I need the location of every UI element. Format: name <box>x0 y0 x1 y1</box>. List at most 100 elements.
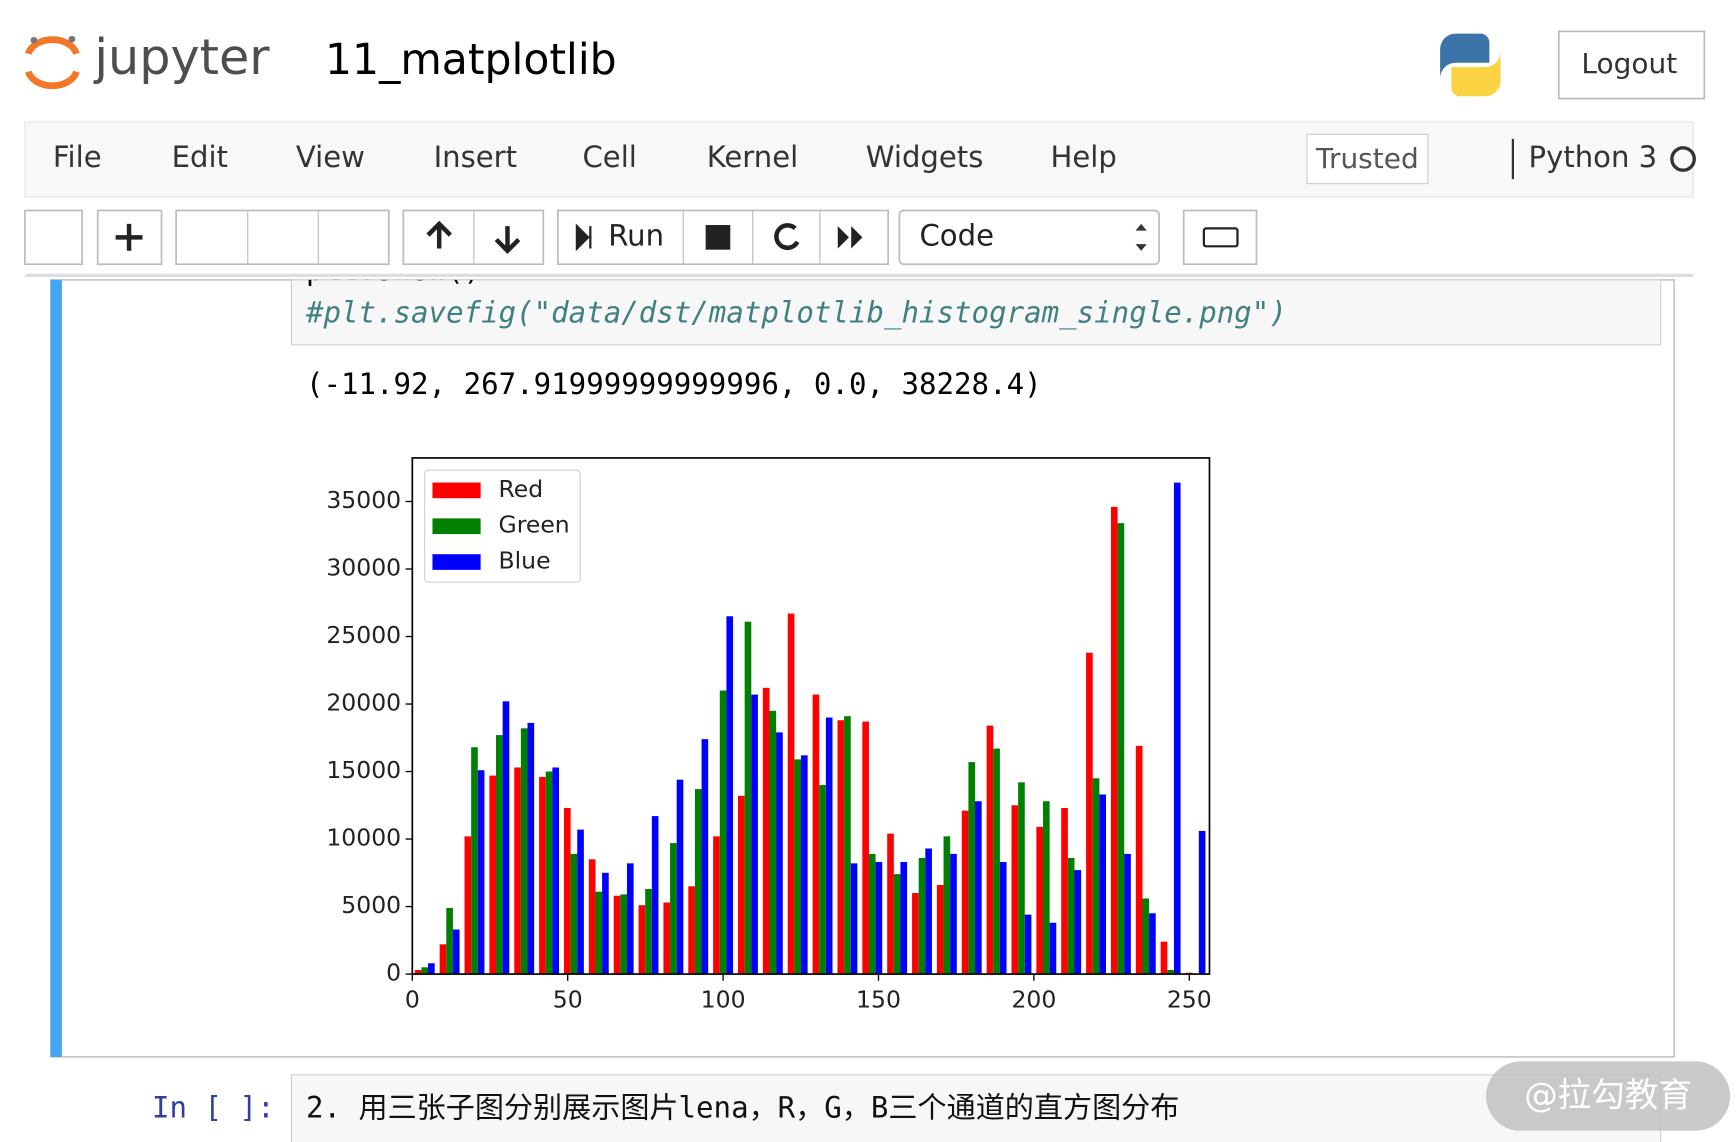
menu: File Edit View Insert Cell Kernel Widgets Help <box>53 140 1117 174</box>
bar <box>414 970 422 975</box>
menu-item[interactable]: Widgets <box>866 140 984 174</box>
bar <box>602 872 609 975</box>
bar <box>868 853 876 975</box>
bar <box>552 767 560 975</box>
logout-button[interactable] <box>1557 30 1706 100</box>
bar <box>719 690 727 975</box>
menu-item[interactable]: View <box>296 140 365 174</box>
save-button[interactable] <box>24 209 83 266</box>
trusted-box[interactable] <box>1306 133 1429 185</box>
x-tick-label: 250 <box>1167 985 1212 1013</box>
menu-item[interactable]: Kernel <box>707 140 798 174</box>
x-tick-label: 200 <box>1011 985 1056 1013</box>
bar <box>893 874 901 975</box>
bar <box>844 716 851 975</box>
bar <box>620 894 627 975</box>
bar <box>496 735 503 975</box>
bar <box>563 807 571 975</box>
menu-item[interactable]: Insert <box>434 140 517 174</box>
bar <box>738 795 745 975</box>
bar <box>787 613 795 975</box>
bar <box>502 701 510 975</box>
watermark: @拉勾教育 <box>1524 1076 1692 1115</box>
logout-label[interactable]: Logout <box>1581 47 1677 80</box>
bar <box>794 759 802 975</box>
bar <box>961 810 969 975</box>
menubar <box>24 121 1694 198</box>
bar <box>1018 782 1025 975</box>
next-cell-input[interactable] <box>290 1074 1662 1142</box>
bar <box>1092 778 1100 975</box>
bar <box>975 801 982 975</box>
x-tick-label: 100 <box>701 985 746 1013</box>
bar <box>726 616 734 975</box>
menu-item[interactable]: Help <box>1050 140 1116 174</box>
y-tick-label: 20000 <box>326 689 401 717</box>
menu-item[interactable]: File <box>53 140 102 174</box>
x-tick-label: 150 <box>856 985 901 1013</box>
bar <box>912 893 919 975</box>
x-tick-label: 50 <box>553 985 583 1013</box>
bar <box>1117 523 1125 975</box>
bar <box>1011 805 1019 975</box>
bar <box>862 721 869 975</box>
bar <box>936 884 944 975</box>
bar <box>613 895 621 975</box>
bar <box>1124 853 1131 975</box>
next-cell-text: 2. 用三张子图分别展示图片lena，R，G，B三个通道的直方图分布 <box>306 1091 1179 1125</box>
bar <box>1049 922 1057 975</box>
notebook-name[interactable]: 11_matplotlib <box>325 36 617 85</box>
plot-frame <box>411 457 1211 975</box>
menu-item[interactable]: Edit <box>172 140 228 174</box>
bar <box>439 944 447 975</box>
bar <box>676 779 684 975</box>
bar <box>1149 913 1156 975</box>
bar <box>1173 482 1181 975</box>
bar <box>875 861 883 975</box>
cell-type-select[interactable] <box>898 209 1160 266</box>
bar <box>1024 914 1032 975</box>
bar <box>819 785 826 975</box>
bar <box>713 836 720 975</box>
bar <box>900 861 908 975</box>
y-tick-label: 25000 <box>326 621 401 649</box>
legend-swatch <box>432 554 481 570</box>
bar <box>850 863 858 975</box>
bar <box>1067 857 1075 975</box>
bar <box>651 816 659 975</box>
bar <box>471 747 478 975</box>
bar <box>527 722 535 975</box>
bar <box>999 861 1007 975</box>
bar <box>464 836 472 975</box>
y-tick-label: 5000 <box>341 891 401 919</box>
bar <box>776 732 783 975</box>
bar <box>545 771 553 975</box>
keyboard-button[interactable] <box>1182 209 1258 266</box>
python-logo <box>1440 33 1501 97</box>
legend-label: Blue <box>499 547 551 575</box>
bar <box>943 836 951 975</box>
cell-type-label[interactable]: Code <box>920 218 994 252</box>
legend-label: Red <box>499 475 544 503</box>
bar <box>539 776 546 975</box>
bar <box>688 886 695 975</box>
bar <box>801 755 808 975</box>
run-label[interactable]: Run <box>608 218 664 252</box>
bar <box>751 694 758 975</box>
bar <box>446 907 453 975</box>
bar <box>694 789 702 975</box>
bar <box>489 775 497 975</box>
bar <box>812 694 820 975</box>
menu-item[interactable]: Cell <box>583 140 637 174</box>
bar <box>968 762 976 975</box>
code-input[interactable] <box>290 279 1662 346</box>
trusted-label[interactable]: Trusted <box>1315 142 1419 175</box>
bar <box>514 767 521 975</box>
bar <box>986 725 994 975</box>
bar <box>887 833 894 975</box>
bar <box>1061 807 1068 975</box>
edit-buttons[interactable] <box>175 209 390 266</box>
bar <box>1198 830 1206 975</box>
bar <box>577 829 584 975</box>
legend-swatch <box>432 482 481 499</box>
